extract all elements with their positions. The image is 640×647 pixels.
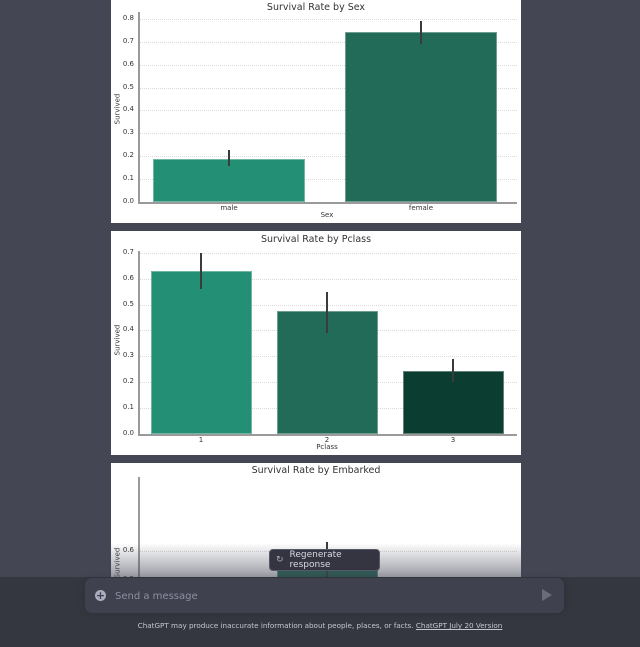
gridline <box>138 156 517 158</box>
x-axis <box>138 434 517 436</box>
message-input-box: + <box>85 578 564 613</box>
regenerate-response-button[interactable]: ↻ Regenerate response <box>269 549 380 571</box>
y-tick-label: 0.8 <box>122 13 134 22</box>
x-tick-label: male <box>220 204 238 212</box>
y-tick-label: 0.4 <box>122 325 134 334</box>
chart-card-sex: Survival Rate by Sex Survived Sex 0.0 0.1… <box>111 0 521 223</box>
bar-female <box>345 32 497 202</box>
send-icon[interactable] <box>542 589 552 601</box>
x-axis-label: Sex <box>320 211 334 219</box>
gridline <box>138 278 517 280</box>
chart-title: Survival Rate by Embarked <box>251 465 381 476</box>
y-tick-label: 0.6 <box>122 59 134 68</box>
y-tick-label: 0.0 <box>122 197 134 205</box>
error-bar <box>326 291 328 333</box>
chart-title: Survival Rate by Pclass <box>260 234 372 245</box>
y-tick-label: 0.5 <box>122 82 134 91</box>
disclaimer: ChatGPT may produce inaccurate informati… <box>0 621 640 630</box>
gridline <box>138 41 517 43</box>
y-tick-label: 0.4 <box>122 105 134 114</box>
gridline <box>138 133 517 135</box>
y-tick-label: 0.1 <box>122 403 134 412</box>
message-input[interactable] <box>113 587 517 606</box>
y-axis <box>138 251 140 434</box>
x-axis <box>138 202 517 204</box>
bar-1 <box>150 270 252 434</box>
x-tick-label: female <box>408 204 434 212</box>
plus-icon[interactable]: + <box>95 589 106 602</box>
x-tick-label: 2 <box>324 436 330 444</box>
chart-card-pclass: Survival Rate by Pclass Survived Pclass … <box>111 231 521 455</box>
chart-title: Survival Rate by Sex <box>266 2 366 13</box>
y-axis <box>138 477 140 577</box>
y-tick-label: 0.0 <box>122 429 134 437</box>
version-link[interactable]: ChatGPT July 20 Version <box>415 621 503 630</box>
gridline <box>138 87 517 89</box>
x-axis-label: Pclass <box>316 443 338 451</box>
y-tick-label: 0.7 <box>122 36 134 45</box>
y-tick-label: 0.6 <box>122 545 134 554</box>
error-bar <box>452 358 454 383</box>
disclaimer-text: ChatGPT may produce inaccurate informati… <box>137 621 414 630</box>
refresh-icon: ↻ <box>276 555 284 565</box>
y-tick-label: 0.2 <box>122 377 134 386</box>
x-tick-label: 3 <box>450 436 456 444</box>
y-axis <box>138 12 140 202</box>
error-bar <box>200 252 202 289</box>
gridline <box>138 179 517 181</box>
y-tick-label: 0.7 <box>122 247 134 256</box>
y-tick-label: 0.3 <box>122 351 134 360</box>
error-bar <box>420 21 422 44</box>
y-tick-label: 0.2 <box>122 151 134 160</box>
error-bar <box>228 149 230 167</box>
x-tick-label: 1 <box>198 436 204 444</box>
y-tick-label: 0.5 <box>122 299 134 308</box>
gridline <box>138 64 517 66</box>
y-tick-label: 0.6 <box>122 273 134 282</box>
y-tick-label: 0.1 <box>122 174 134 183</box>
gridline <box>138 110 517 112</box>
regenerate-label: Regenerate response <box>289 550 342 570</box>
gridline <box>138 18 517 20</box>
y-tick-label: 0.3 <box>122 128 134 137</box>
gridline <box>138 252 517 254</box>
